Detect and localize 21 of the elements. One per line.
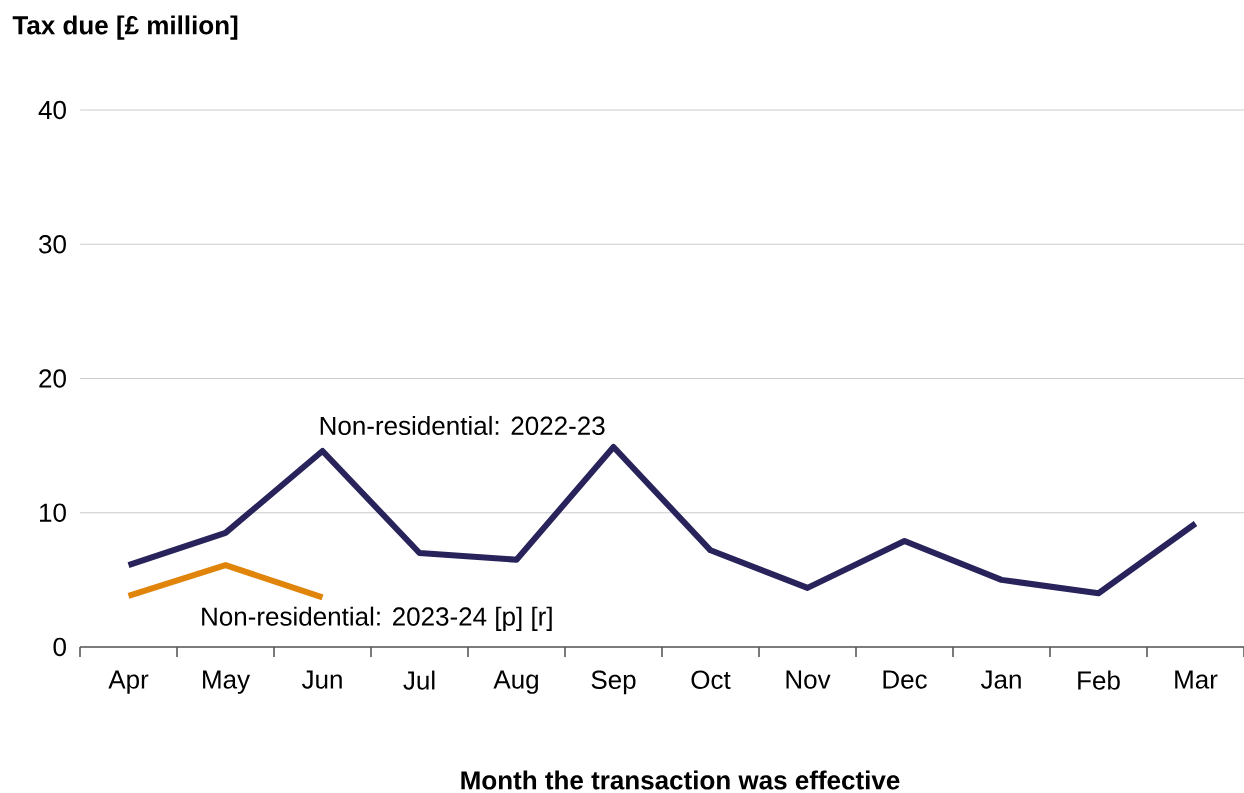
x-tick-label: Aug — [493, 670, 538, 694]
x-tick-label: Jul — [403, 670, 435, 690]
x-tick-label: Apr — [108, 670, 149, 694]
y-tick-label: 20 — [39, 369, 66, 388]
x-tick-label: Dec — [883, 670, 927, 689]
x-tick-label: Feb — [1078, 670, 1120, 690]
y-tick-label: 0 — [53, 637, 66, 657]
x-tick-label: Jun — [301, 670, 342, 689]
series-label: Non-residential: 2023-24 [p] [r] — [202, 606, 552, 631]
x-tick-label: Nov — [786, 670, 831, 689]
x-tick-label: Jan — [980, 670, 1021, 689]
y-tick-label: 30 — [39, 235, 66, 254]
x-tick-label: May — [203, 670, 251, 694]
x-tick-label: Mar — [1175, 670, 1218, 689]
x-tick-label: Sep — [591, 670, 636, 695]
x-axis-title: Month the transaction was effective — [461, 770, 900, 790]
y-tick-label: 40 — [38, 100, 66, 120]
series-label: Non-residential: 2022-23 — [320, 415, 605, 436]
x-tick-label: Oct — [691, 670, 731, 689]
y-axis-title: Tax due [£ million] — [12, 15, 238, 40]
y-tick-label: 10 — [40, 503, 66, 522]
